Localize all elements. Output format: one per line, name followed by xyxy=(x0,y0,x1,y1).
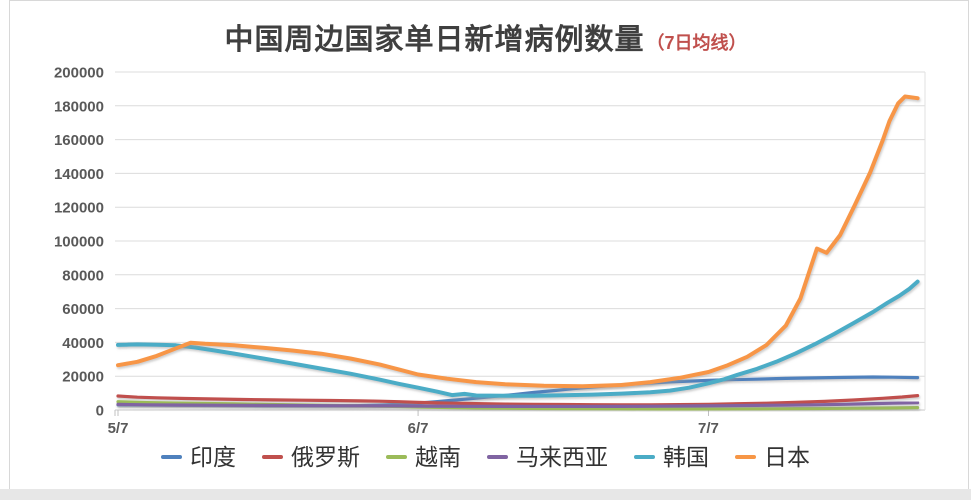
legend-swatch xyxy=(487,455,508,459)
y-tick-label: 60000 xyxy=(62,301,104,318)
legend-label: 日本 xyxy=(764,443,810,470)
y-tick-label: 120000 xyxy=(54,200,104,217)
y-tick-label: 200000 xyxy=(54,65,104,82)
chart-legend: 印度 俄罗斯 越南 马来西亚 韩国 日本 xyxy=(0,440,971,474)
chart-title-main: 中国周边国家单日新增病例数量 xyxy=(224,24,645,56)
x-tick-label: 6/7 xyxy=(408,420,429,437)
legend-item-马来西亚: 马来西亚 xyxy=(487,443,608,470)
series-line-俄罗斯 xyxy=(116,394,920,407)
chart-title: 中国周边国家单日新增病例数量 （7日均线） xyxy=(0,16,971,58)
chart-title-suffix: （7日均线） xyxy=(646,33,747,53)
y-tick-label: 180000 xyxy=(54,98,104,115)
legend-swatch xyxy=(161,455,182,459)
legend-swatch xyxy=(634,455,655,459)
y-tick-label: 160000 xyxy=(54,132,104,149)
bottom-bar xyxy=(0,489,971,500)
y-tick-label: 40000 xyxy=(62,335,104,352)
y-tick-label: 80000 xyxy=(62,267,104,284)
y-tick-label: 140000 xyxy=(54,166,104,183)
y-tick-label: 0 xyxy=(96,403,104,420)
legend-item-俄罗斯: 俄罗斯 xyxy=(262,443,360,470)
series-line-马来西亚 xyxy=(116,401,920,409)
legend-swatch xyxy=(735,455,756,459)
legend-label: 韩国 xyxy=(663,443,709,470)
y-tick-label: 20000 xyxy=(62,369,104,386)
legend-item-越南: 越南 xyxy=(386,443,461,470)
legend-label: 马来西亚 xyxy=(516,443,608,470)
x-tick-label: 5/7 xyxy=(108,420,129,437)
legend-label: 俄罗斯 xyxy=(291,443,360,470)
legend-label: 印度 xyxy=(190,443,236,470)
legend-label: 越南 xyxy=(415,443,461,470)
x-tick-label: 7/7 xyxy=(698,420,719,437)
legend-swatch xyxy=(262,455,283,459)
y-tick-label: 100000 xyxy=(54,234,104,251)
legend-item-韩国: 韩国 xyxy=(634,443,709,470)
legend-swatch xyxy=(386,455,407,459)
line-chart: 0 20000 40000 60000 80000 100000 120000 140000 1… xyxy=(54,65,926,437)
legend-item-印度: 印度 xyxy=(161,443,236,470)
legend-item-日本: 日本 xyxy=(735,443,810,470)
series-line-日本 xyxy=(116,94,920,389)
series-line-韩国 xyxy=(116,279,920,398)
